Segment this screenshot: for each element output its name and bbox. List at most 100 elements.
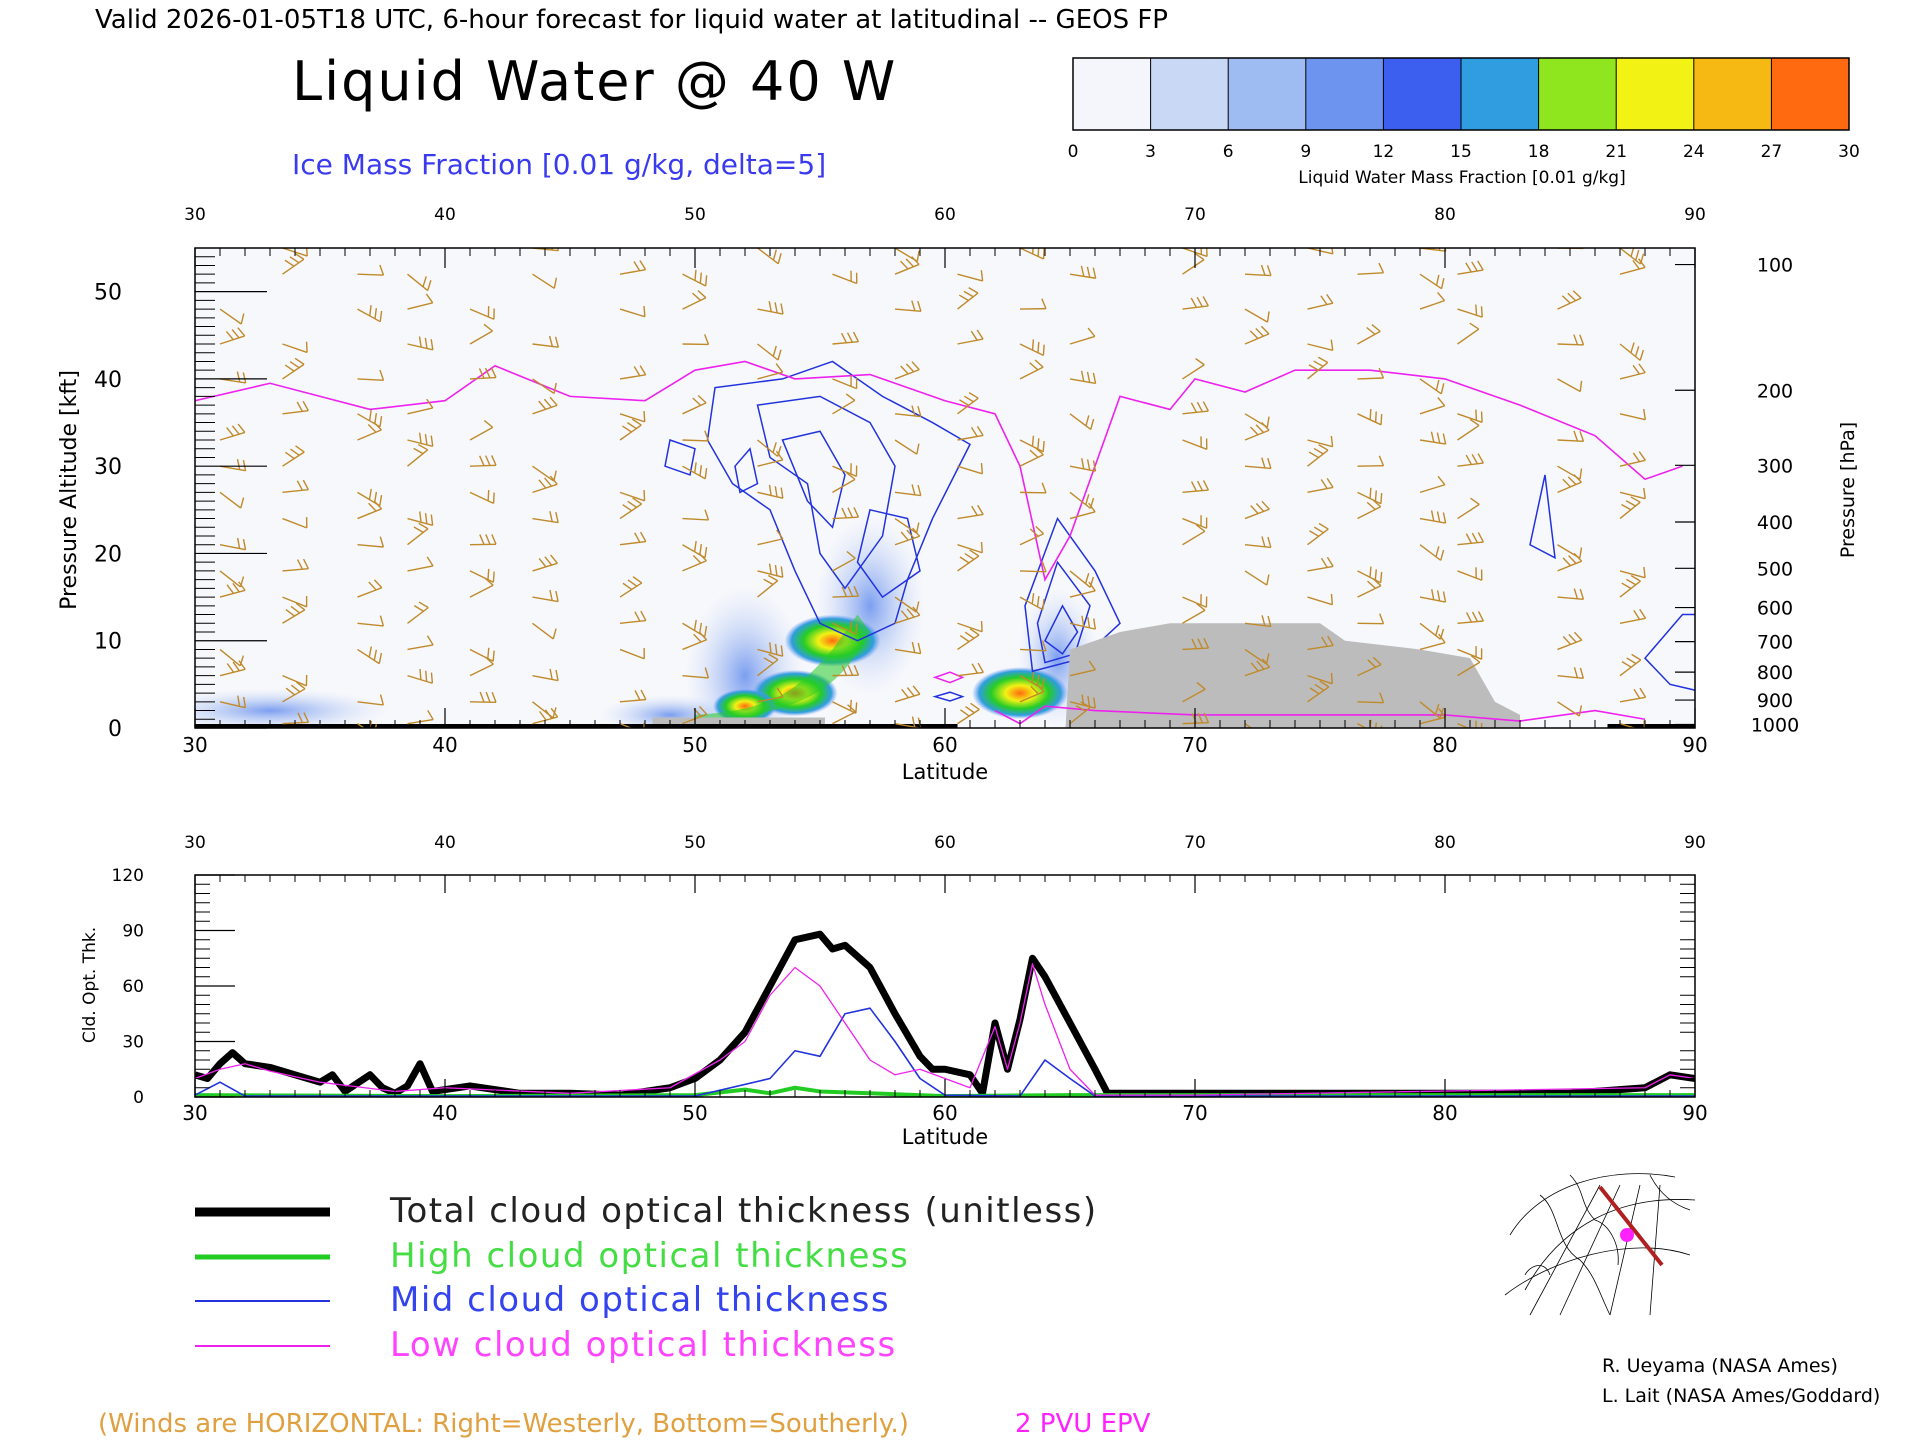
wind-barb (1419, 378, 1445, 395)
wind-barb (532, 335, 559, 348)
colorbar-tick-label: 6 (1223, 142, 1234, 162)
wind-barb (1419, 589, 1447, 603)
wind-barb (1019, 671, 1045, 690)
wind-barb (1307, 435, 1334, 448)
ice-contour (1036, 560, 1091, 664)
wind-barb (1557, 430, 1585, 443)
colorbar-label: Liquid Water Mass Fraction [0.01 g/kg] (1298, 168, 1625, 188)
wind-barb (1619, 566, 1646, 579)
wind-barb (1457, 418, 1480, 441)
wind-barb (1244, 570, 1270, 586)
wind-barb (682, 509, 710, 521)
wind-barb (1019, 640, 1047, 652)
wind-barb (832, 550, 856, 572)
wind-barb (894, 300, 922, 313)
x-top-tick-label: 60 (934, 833, 956, 853)
wind-barb (1307, 444, 1329, 467)
legend-label-2: Mid cloud optical thickness (390, 1280, 890, 1320)
sea-level-surface (195, 724, 958, 728)
wind-barb (1244, 500, 1270, 520)
x-tick-label: 80 (1432, 1101, 1457, 1125)
wind-barb (957, 329, 984, 345)
wind-barb (469, 647, 495, 662)
wind-barb (1182, 681, 1206, 703)
wind-barb (757, 529, 784, 546)
wind-barb (1419, 475, 1446, 494)
wind-barb (1619, 342, 1645, 361)
wind-barb (532, 701, 557, 719)
wind-barb (1182, 515, 1208, 529)
wind-barb (407, 601, 429, 624)
wind-barb (1019, 339, 1045, 357)
y-axis-label: Cld. Opt. Thk. (80, 927, 100, 1043)
wind-barb (957, 662, 984, 677)
wind-barb (832, 248, 859, 249)
wind-barb (1357, 248, 1381, 249)
pressure-tick-label: 700 (1757, 632, 1793, 654)
wind-barb (1557, 667, 1585, 680)
wind-barb (957, 504, 984, 520)
colorbar-tick-label: 30 (1838, 142, 1860, 162)
x-top-tick-label: 30 (184, 205, 206, 225)
inset-map (1500, 1165, 1696, 1316)
wind-barb (1357, 455, 1385, 467)
wind-barb (1457, 497, 1480, 520)
wind-barb (1069, 615, 1097, 630)
wind-barb (1557, 701, 1583, 717)
wind-barb (682, 619, 708, 638)
wind-barb (957, 549, 980, 572)
colorbar-segment (1461, 58, 1540, 130)
pressure-tick-label: 500 (1757, 558, 1793, 580)
wind-barb (1244, 648, 1270, 665)
wind-barb (282, 596, 308, 608)
colorbar-segment (1383, 58, 1462, 130)
wind-barb (1182, 480, 1210, 494)
wind-barb (619, 418, 642, 441)
wind-barb (1069, 570, 1095, 588)
wind-barb (757, 343, 782, 361)
wind-barb (957, 425, 984, 441)
wind-barb (469, 490, 495, 504)
wind-barb (407, 432, 434, 447)
wind-barb (219, 423, 246, 441)
wind-barb (1182, 357, 1205, 380)
wind-barb (532, 589, 559, 603)
terrain-block (652, 717, 825, 728)
pressure-axis-label: Pressure [hPa] (1837, 422, 1859, 558)
wind-barb (1357, 613, 1385, 625)
lower-plot-area (195, 875, 1695, 1097)
wind-barb (357, 536, 385, 548)
colorbar-tick-label: 12 (1373, 142, 1395, 162)
pressure-tick-label: 900 (1757, 690, 1793, 712)
wind-barb (1019, 525, 1045, 546)
epv-label: 2 PVU EPV (1015, 1409, 1151, 1439)
wind-barb (682, 289, 707, 310)
wind-barb (1069, 502, 1096, 520)
wind-barb (1457, 304, 1483, 318)
wind-barb (1557, 334, 1585, 346)
wind-barb (219, 458, 247, 472)
wind-barb (1357, 262, 1385, 275)
x-top-tick-label: 80 (1434, 833, 1456, 853)
wind-barb (469, 306, 495, 320)
wind-barb (1019, 561, 1047, 573)
x-top-tick-label: 50 (684, 833, 706, 853)
wind-barb (1182, 603, 1206, 624)
wind-barb (757, 301, 784, 315)
y-tick-label: 60 (122, 977, 144, 997)
credit-ames: R. Ueyama (NASA Ames) (1602, 1355, 1838, 1377)
wind-barb (1419, 544, 1445, 561)
wind-barb (1244, 413, 1270, 428)
legend-label-1: High cloud optical thickness (390, 1236, 909, 1276)
wind-barb (219, 581, 246, 598)
y-tick-label: 0 (133, 1088, 144, 1108)
wind-barbs (219, 248, 1647, 728)
wind-barb (1307, 293, 1334, 310)
wind-barb (219, 570, 245, 588)
wind-barb (832, 704, 857, 725)
colorbar-tick-label: 15 (1450, 142, 1472, 162)
wind-barb (1419, 701, 1445, 719)
wind-barb (282, 357, 305, 380)
y-tick-label: 40 (94, 368, 122, 393)
wind-barb (757, 687, 784, 703)
